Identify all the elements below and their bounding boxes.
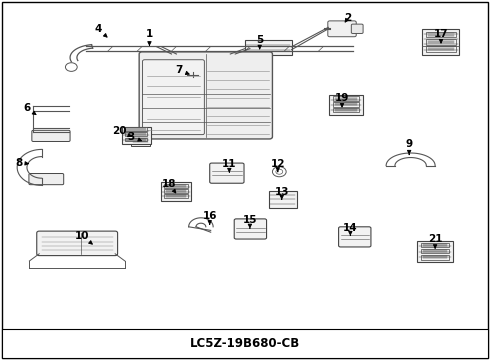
- Bar: [161, 182, 191, 201]
- Bar: [421, 249, 449, 253]
- Text: 5: 5: [256, 35, 263, 49]
- Text: 21: 21: [428, 234, 442, 248]
- Bar: [333, 108, 359, 112]
- Text: 1: 1: [146, 29, 153, 45]
- Bar: [426, 32, 456, 37]
- Bar: [426, 46, 456, 52]
- Text: 7: 7: [175, 65, 189, 75]
- Bar: [125, 127, 147, 131]
- Bar: [333, 102, 359, 107]
- Text: 10: 10: [75, 231, 92, 244]
- Text: 15: 15: [243, 215, 257, 228]
- Text: 9: 9: [406, 139, 413, 154]
- Text: 8: 8: [15, 158, 28, 168]
- Bar: [164, 194, 188, 198]
- FancyBboxPatch shape: [37, 231, 118, 256]
- Bar: [421, 243, 449, 247]
- Bar: [426, 39, 456, 45]
- Bar: [164, 184, 188, 188]
- FancyBboxPatch shape: [210, 163, 244, 183]
- Bar: [417, 241, 453, 262]
- Text: 14: 14: [343, 222, 358, 235]
- Bar: [122, 127, 151, 144]
- Text: 3: 3: [128, 132, 142, 142]
- FancyBboxPatch shape: [32, 130, 70, 141]
- Bar: [329, 95, 363, 115]
- Text: 20: 20: [112, 126, 132, 137]
- Text: 6: 6: [24, 103, 36, 114]
- Text: 13: 13: [274, 186, 289, 199]
- FancyBboxPatch shape: [143, 60, 204, 135]
- Bar: [422, 29, 459, 55]
- Text: 18: 18: [162, 179, 176, 193]
- FancyBboxPatch shape: [339, 227, 371, 247]
- FancyBboxPatch shape: [328, 21, 356, 37]
- Bar: [189, 72, 197, 78]
- FancyBboxPatch shape: [351, 24, 363, 33]
- Text: 16: 16: [202, 211, 217, 224]
- Text: 12: 12: [270, 159, 285, 172]
- FancyBboxPatch shape: [29, 174, 64, 185]
- Bar: [245, 40, 292, 55]
- Bar: [421, 255, 449, 260]
- Bar: [269, 191, 297, 208]
- FancyBboxPatch shape: [139, 52, 272, 139]
- Text: 2: 2: [344, 13, 351, 23]
- FancyBboxPatch shape: [234, 219, 267, 239]
- Text: 11: 11: [222, 159, 237, 172]
- Text: 19: 19: [335, 93, 349, 107]
- Bar: [125, 132, 147, 136]
- Bar: [2, 329, 488, 358]
- Bar: [125, 138, 147, 141]
- Text: 17: 17: [434, 29, 448, 43]
- Bar: [164, 189, 188, 193]
- Bar: [333, 96, 359, 101]
- Text: LC5Z-19B680-CB: LC5Z-19B680-CB: [190, 337, 300, 350]
- Bar: [131, 134, 150, 146]
- Text: 4: 4: [94, 24, 107, 37]
